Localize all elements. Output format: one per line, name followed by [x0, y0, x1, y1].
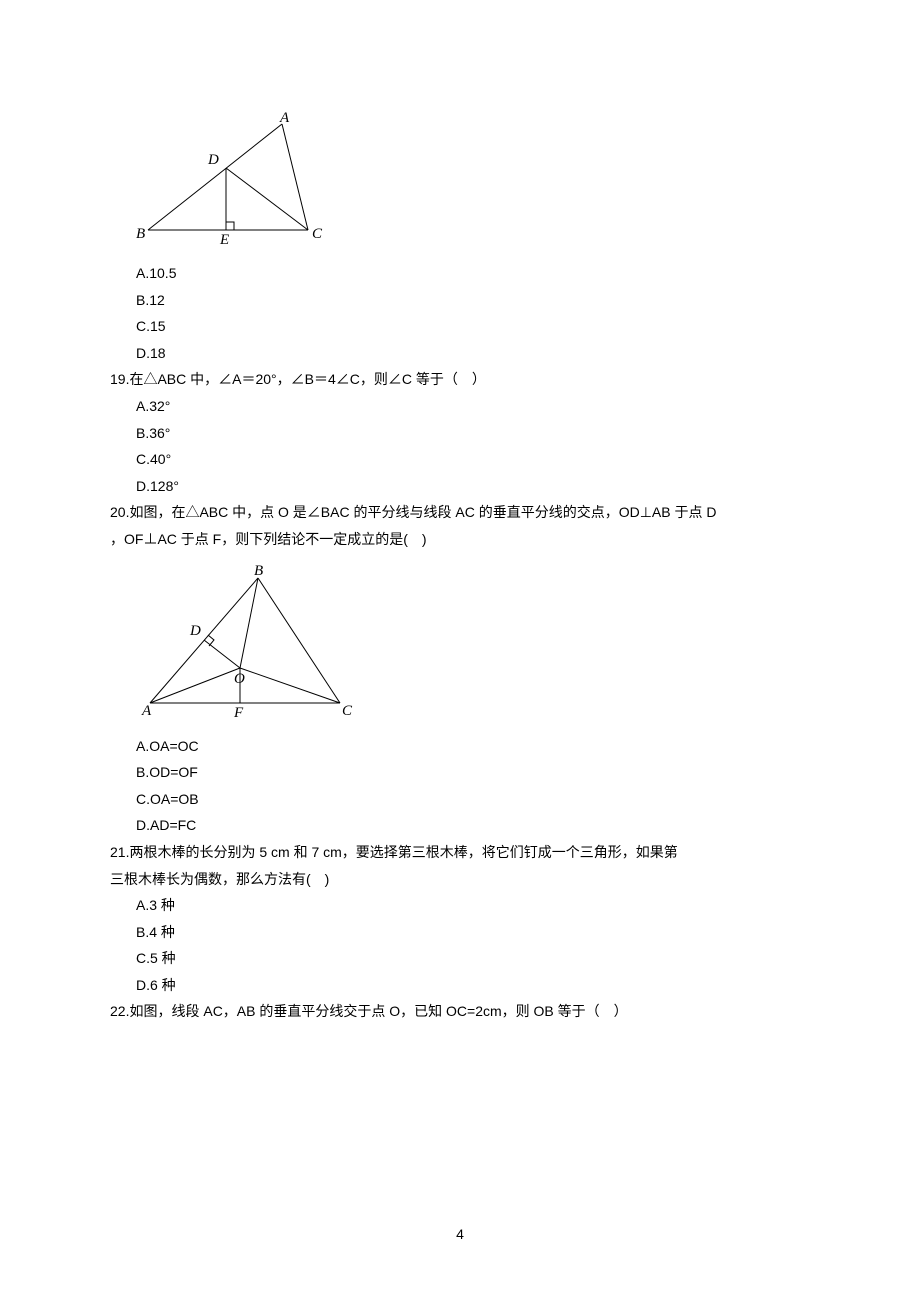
- q22-stem: 22.如图，线段 AC，AB 的垂直平分线交于点 O，已知 OC=2cm，则 O…: [110, 998, 810, 1025]
- q20-stem-line2: ，OF⊥AC 于点 F，则下列结论不一定成立的是( ): [110, 526, 810, 553]
- q21-option-D: D.6 种: [136, 972, 810, 999]
- q18-option-B: B.12: [136, 287, 810, 314]
- fig18-label-A: A: [279, 110, 290, 126]
- q19-option-B: B.36°: [136, 420, 810, 447]
- fig20-label-C: C: [342, 703, 353, 719]
- q21-option-C: C.5 种: [136, 945, 810, 972]
- q18-option-D: D.18: [136, 340, 810, 367]
- q20-figure: A B C D O F: [130, 563, 810, 723]
- q20-option-A: A.OA=OC: [136, 733, 810, 760]
- fig18-label-C: C: [312, 226, 323, 242]
- q20-option-C: C.OA=OB: [136, 786, 810, 813]
- q18-figure: A B C D E: [130, 110, 810, 250]
- q21-option-A: A.3 种: [136, 892, 810, 919]
- q19-option-A: A.32°: [136, 393, 810, 420]
- page-number: 4: [0, 1221, 920, 1248]
- q21-stem-line1: 21.两根木棒的长分别为 5 cm 和 7 cm，要选择第三根木棒，将它们钉成一…: [110, 839, 810, 866]
- q20-option-B: B.OD=OF: [136, 759, 810, 786]
- fig20-label-D: D: [189, 623, 201, 639]
- q19-stem: 19.在△ABC 中，∠A＝20°，∠B＝4∠C，则∠C 等于（ ）: [110, 366, 810, 393]
- q19-option-C: C.40°: [136, 446, 810, 473]
- q21-option-B: B.4 种: [136, 919, 810, 946]
- fig18-label-B: B: [136, 226, 145, 242]
- fig18-label-E: E: [219, 232, 229, 248]
- q19-option-D: D.128°: [136, 473, 810, 500]
- q18-option-C: C.15: [136, 313, 810, 340]
- fig20-label-O: O: [234, 671, 245, 687]
- q20-stem-line1: 20.如图，在△ABC 中，点 O 是∠BAC 的平分线与线段 AC 的垂直平分…: [110, 499, 810, 526]
- q21-stem-line2: 三根木棒长为偶数，那么方法有( ): [110, 866, 810, 893]
- q18-option-A: A.10.5: [136, 260, 810, 287]
- fig20-label-A: A: [141, 703, 152, 719]
- fig20-label-B: B: [254, 563, 263, 579]
- fig18-label-D: D: [207, 152, 219, 168]
- q20-option-D: D.AD=FC: [136, 812, 810, 839]
- fig20-label-F: F: [233, 705, 244, 721]
